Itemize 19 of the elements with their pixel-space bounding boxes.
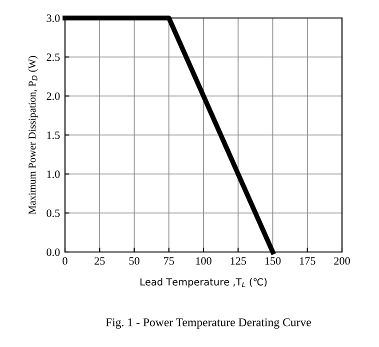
x-tick-label: 0: [62, 257, 68, 265]
y-tick-label: 1.0: [47, 170, 60, 178]
y-tick-label: 0.5: [46, 209, 60, 218]
x-tick-label: 200: [334, 257, 350, 265]
y-tick-label: 3.0: [46, 14, 60, 22]
x-tick-label: 150: [265, 257, 281, 265]
x-axis-title: Lead Temperature ,T$_{L}$ (℃): [140, 278, 267, 288]
y-tick-label: 2.5: [46, 53, 60, 62]
y-axis-title: Maximum Power Dissipation, P$_{D}$ (W): [28, 56, 38, 214]
y-tick-label: 2.0: [46, 92, 60, 100]
x-tick-label: 125: [230, 257, 246, 265]
x-tick-label: 175: [300, 257, 316, 265]
y-tick-label: 1.5: [47, 132, 60, 140]
x-tick-label: 25: [94, 257, 105, 265]
caption: Fig. 1 - Power Temperature Derating Curve: [106, 318, 311, 329]
x-tick-label: 100: [196, 257, 212, 265]
y-tick-label: 0.0: [46, 248, 60, 256]
x-tick-label: 50: [129, 257, 140, 265]
x-tick-label: 75: [164, 257, 174, 265]
